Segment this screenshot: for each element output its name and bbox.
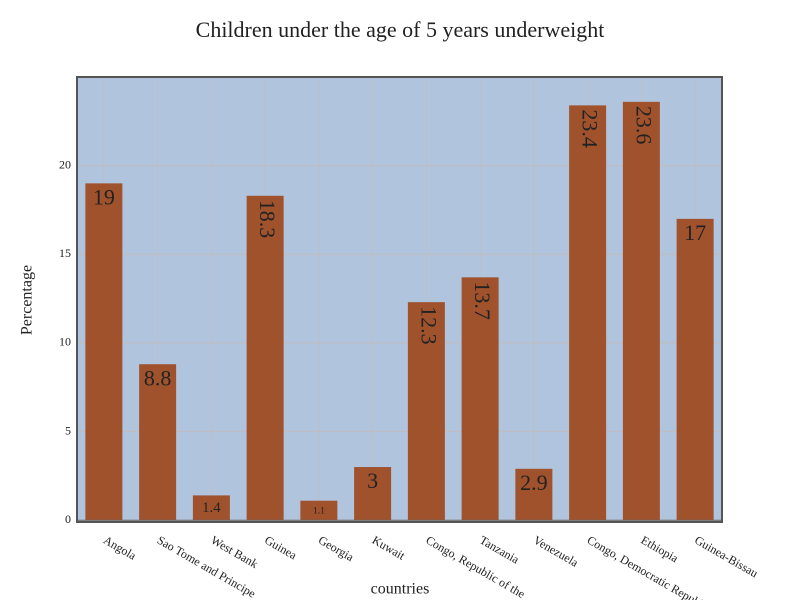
x-tick-label: Sao Tome and Principe xyxy=(155,533,258,600)
bar xyxy=(622,101,660,521)
x-tick-label: Guinea xyxy=(262,533,300,563)
chart-title: Children under the age of 5 years underw… xyxy=(196,17,605,42)
x-tick-label: Angola xyxy=(101,533,139,563)
x-tick-label: Venezuela xyxy=(531,533,581,570)
x-axis-title: countries xyxy=(371,581,430,598)
data-label: 13.7 xyxy=(470,281,495,320)
x-tick-label: Guinea-Bissau xyxy=(692,533,760,580)
bar xyxy=(139,364,177,521)
bar xyxy=(569,105,607,521)
bar xyxy=(676,218,714,521)
x-tick-label: Kuwait xyxy=(370,533,408,563)
data-label: 19 xyxy=(93,184,115,209)
x-tick-label: Tanzania xyxy=(477,533,522,567)
data-label: 23.6 xyxy=(631,106,656,144)
data-label: 1.4 xyxy=(202,500,221,516)
data-label: 18.3 xyxy=(255,200,280,239)
x-tick-label: Congo, Republic of the xyxy=(424,533,528,600)
plot-area xyxy=(77,77,722,522)
data-label: 8.8 xyxy=(144,365,172,390)
data-label: 1.1 xyxy=(313,507,325,517)
bar xyxy=(515,468,553,521)
bar xyxy=(354,467,392,521)
bar xyxy=(85,183,123,521)
y-tick-label: 5 xyxy=(65,423,71,437)
data-label: 17 xyxy=(684,220,706,245)
x-tick-label: Georgia xyxy=(316,533,357,565)
y-tick-label: 20 xyxy=(59,157,71,171)
y-tick-label: 10 xyxy=(59,335,71,349)
bar xyxy=(407,302,445,521)
bar xyxy=(300,500,338,521)
data-label: 23.4 xyxy=(578,109,603,148)
y-axis-title: Percentage xyxy=(19,265,36,335)
y-tick-label: 0 xyxy=(65,512,71,526)
data-label: 12.3 xyxy=(416,306,441,345)
data-label: 3 xyxy=(367,468,378,493)
data-label: 2.9 xyxy=(520,470,548,495)
bar xyxy=(192,495,230,521)
bar xyxy=(461,277,499,521)
y-tick-label: 15 xyxy=(59,246,71,260)
x-tick-label: Ethiopia xyxy=(639,533,682,566)
plot-frame xyxy=(76,76,723,523)
bar xyxy=(246,195,284,521)
